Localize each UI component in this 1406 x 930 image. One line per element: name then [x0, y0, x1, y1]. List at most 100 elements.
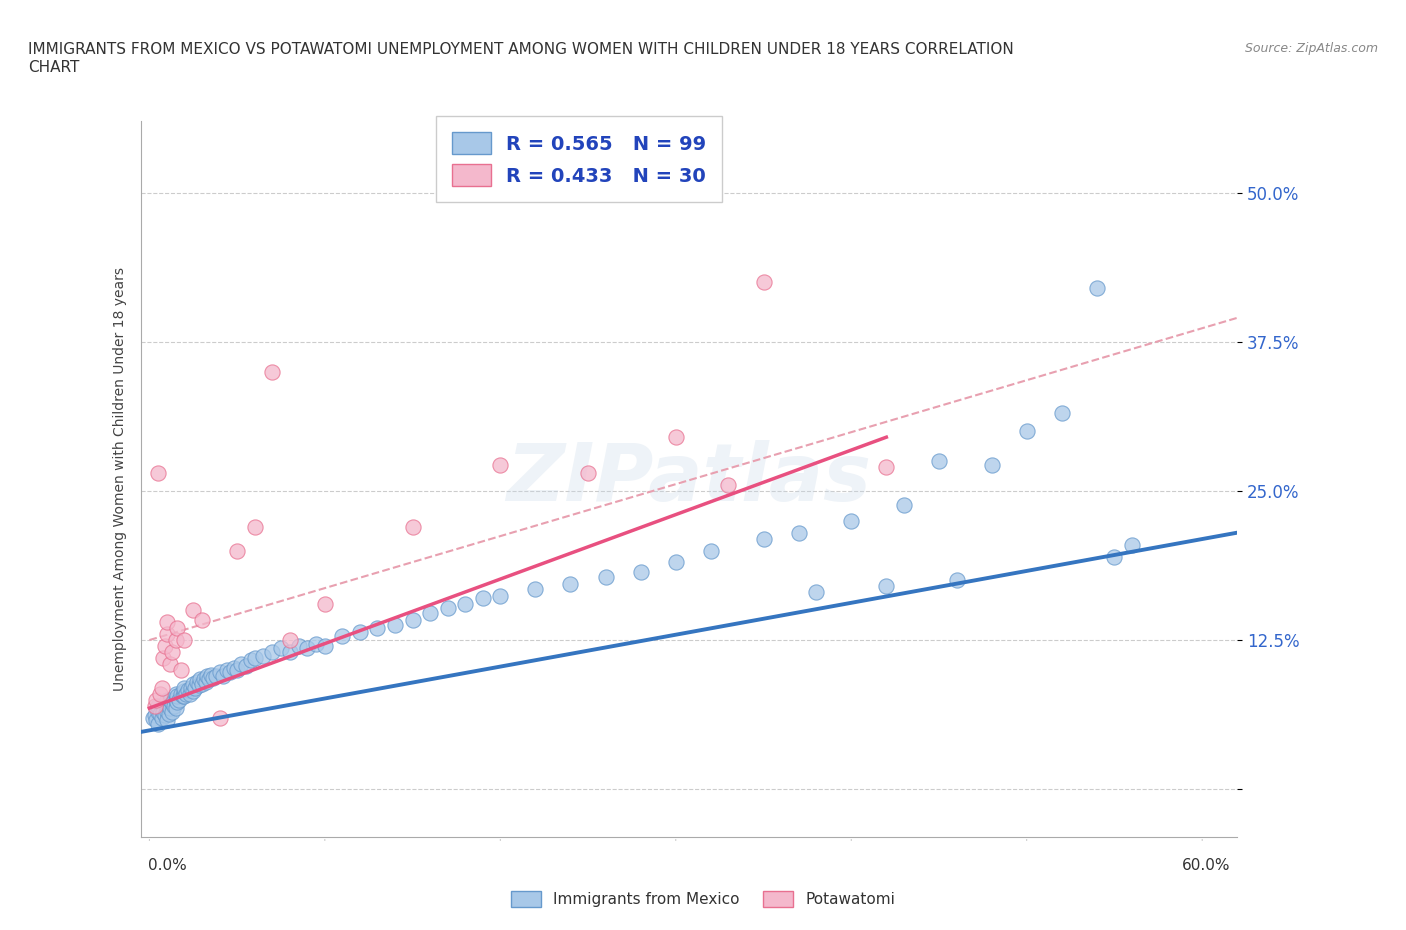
Point	[1104, 549, 1126, 564]
Point	[156, 692, 179, 707]
Point	[159, 657, 181, 671]
Point	[146, 704, 169, 719]
Point	[146, 716, 169, 731]
Point	[219, 665, 242, 680]
Point	[170, 662, 193, 677]
Point	[471, 591, 494, 605]
Point	[875, 459, 897, 474]
Point	[576, 466, 599, 481]
Y-axis label: Unemployment Among Women with Children Under 18 years: Unemployment Among Women with Children U…	[112, 267, 127, 691]
Point	[630, 565, 652, 579]
Point	[384, 618, 406, 632]
Point	[184, 681, 207, 696]
Point	[252, 648, 274, 663]
Point	[665, 555, 688, 570]
Point	[595, 569, 617, 584]
Point	[153, 708, 176, 723]
Point	[166, 620, 188, 635]
Point	[875, 578, 897, 593]
Point	[752, 274, 775, 289]
Point	[165, 692, 187, 707]
Point	[179, 686, 201, 701]
Point	[945, 573, 967, 588]
Point	[146, 698, 169, 713]
Text: 0.0%: 0.0%	[148, 857, 187, 872]
Point	[172, 689, 194, 704]
Point	[401, 519, 423, 534]
Point	[156, 627, 179, 642]
Point	[156, 700, 179, 715]
Point	[226, 543, 249, 558]
Point	[205, 669, 228, 684]
Point	[700, 543, 723, 558]
Text: CHART: CHART	[28, 60, 80, 75]
Point	[159, 700, 181, 715]
Point	[243, 651, 266, 666]
Point	[226, 662, 249, 677]
Point	[157, 698, 180, 713]
Legend: Immigrants from Mexico, Potawatomi: Immigrants from Mexico, Potawatomi	[505, 884, 901, 913]
Point	[314, 639, 336, 654]
Point	[262, 644, 284, 659]
Point	[212, 669, 235, 684]
Point	[436, 601, 458, 616]
Text: ZIPatlas: ZIPatlas	[506, 440, 872, 518]
Point	[191, 677, 214, 692]
Text: IMMIGRANTS FROM MEXICO VS POTAWATOMI UNEMPLOYMENT AMONG WOMEN WITH CHILDREN UNDE: IMMIGRANTS FROM MEXICO VS POTAWATOMI UNE…	[28, 42, 1014, 57]
Point	[287, 639, 309, 654]
Point	[143, 698, 166, 713]
Point	[159, 692, 181, 707]
Point	[160, 696, 183, 711]
Point	[173, 632, 195, 647]
Point	[157, 707, 180, 722]
Point	[188, 672, 211, 687]
Point	[349, 624, 371, 639]
Point	[174, 686, 197, 701]
Point	[235, 658, 257, 673]
Text: Source: ZipAtlas.com: Source: ZipAtlas.com	[1244, 42, 1378, 55]
Point	[222, 660, 245, 675]
Point	[804, 585, 827, 600]
Point	[156, 704, 179, 719]
Point	[243, 519, 266, 534]
Point	[167, 692, 190, 707]
Point	[489, 458, 512, 472]
Point	[305, 636, 328, 651]
Point	[489, 589, 512, 604]
Point	[143, 708, 166, 723]
Point	[314, 597, 336, 612]
Point	[173, 684, 195, 698]
Point	[195, 669, 218, 684]
Point	[1015, 424, 1038, 439]
Point	[240, 653, 263, 668]
Text: 60.0%: 60.0%	[1182, 857, 1230, 872]
Point	[150, 711, 173, 725]
Point	[177, 683, 200, 698]
Point	[752, 531, 775, 546]
Point	[893, 498, 915, 512]
Point	[149, 686, 172, 701]
Point	[165, 700, 187, 715]
Point	[145, 692, 167, 707]
Point	[980, 458, 1002, 472]
Point	[160, 704, 183, 719]
Point	[366, 620, 388, 635]
Point	[181, 603, 204, 618]
Point	[152, 651, 174, 666]
Point	[160, 644, 183, 659]
Point	[186, 674, 208, 689]
Point	[194, 674, 217, 689]
Point	[560, 577, 582, 591]
Point	[149, 707, 172, 722]
Point	[166, 695, 188, 710]
Point	[332, 629, 354, 644]
Point	[665, 430, 688, 445]
Point	[1085, 281, 1108, 296]
Point	[165, 686, 187, 701]
Point	[215, 662, 238, 677]
Point	[191, 612, 214, 627]
Point	[173, 681, 195, 696]
Point	[208, 665, 231, 680]
Point	[166, 689, 188, 704]
Point	[150, 681, 173, 696]
